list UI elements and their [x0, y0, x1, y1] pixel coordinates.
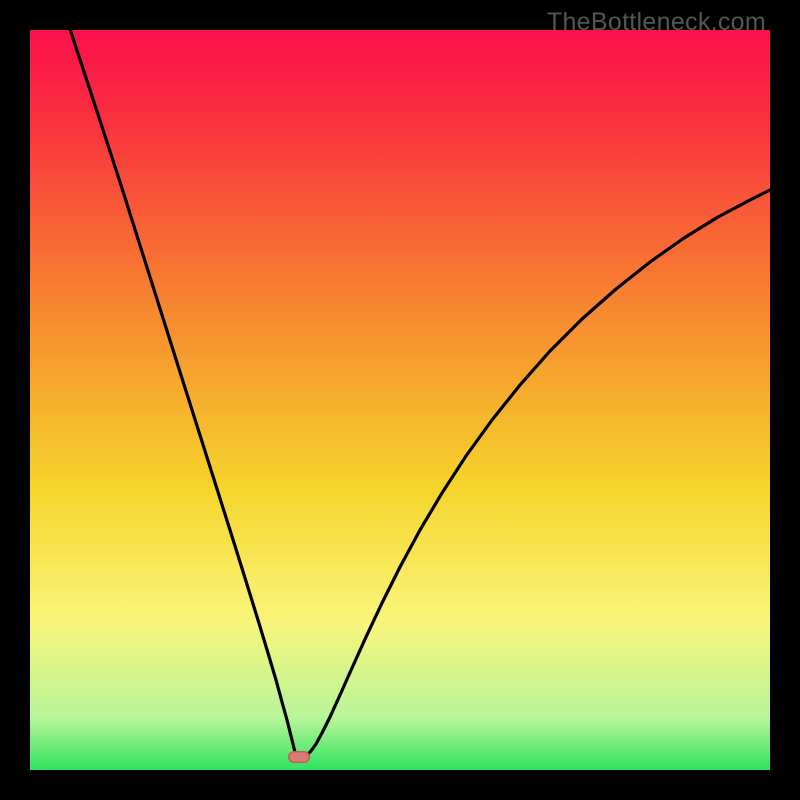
optimum-marker	[288, 751, 310, 763]
bottleneck-curve	[30, 30, 770, 770]
plot-area	[30, 30, 770, 770]
watermark-text: TheBottleneck.com	[547, 8, 766, 37]
curve-path	[67, 20, 770, 758]
outer-frame: TheBottleneck.com	[0, 0, 800, 800]
